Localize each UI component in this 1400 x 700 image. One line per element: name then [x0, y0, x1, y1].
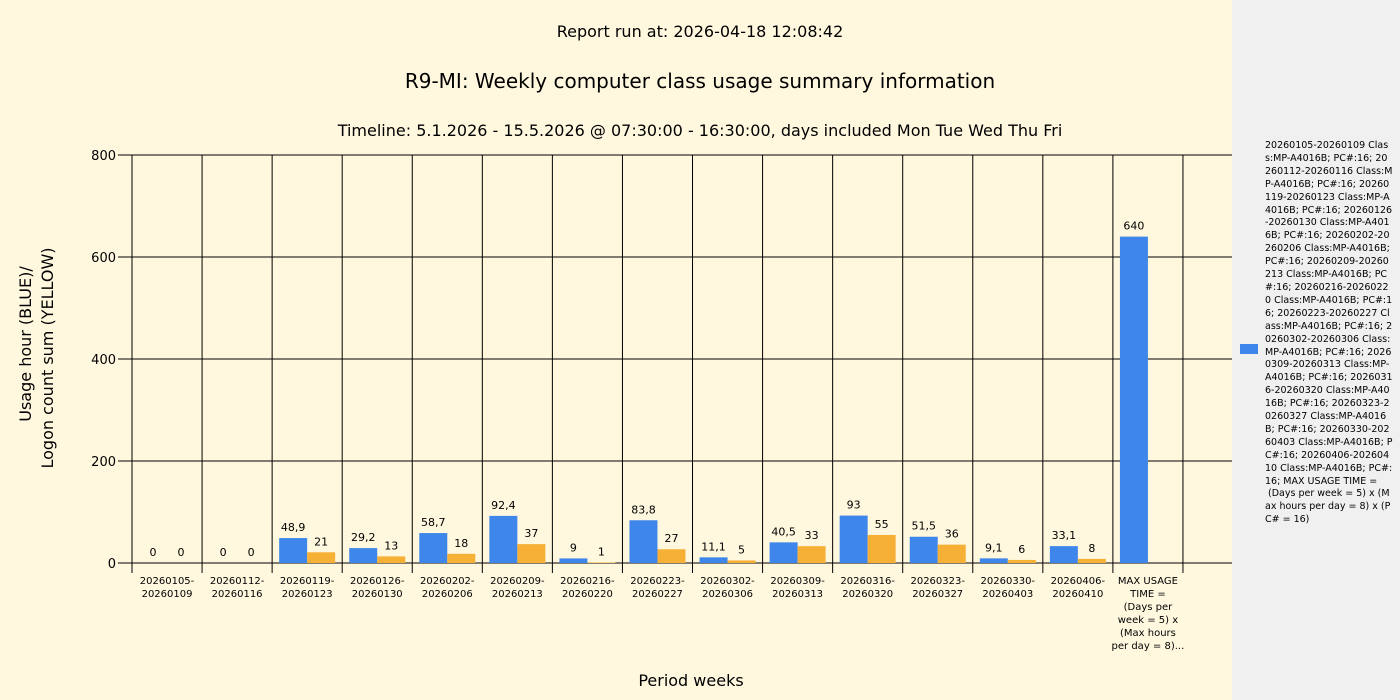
x-tick-label: 20260316-20260320: [840, 576, 895, 600]
report-run-timestamp: Report run at: 2026-04-18 12:08:42: [556, 22, 844, 41]
data-label-usage: 9: [570, 541, 577, 554]
x-tick-label: 20260223-20260227: [630, 576, 685, 600]
x-tick-label: MAX USAGE TIME = (Days per week = 5) x (Max …: [1112, 576, 1185, 652]
chart: 0 200 400 600 800 0 0 20260105-20260109 0 0 202601…: [16, 149, 1232, 690]
y-axis-title-line2: Logon count sum (YELLOW): [38, 247, 57, 468]
bar-logon: [517, 544, 546, 563]
x-tick-label: 20260209-20260213: [490, 576, 545, 600]
x-tick-label: 20260216-20260220: [560, 576, 615, 600]
data-label-logon: 6: [1018, 543, 1025, 556]
x-tick-label: 20260309-20260313: [770, 576, 825, 600]
bar-logon: [1007, 559, 1036, 563]
bar-logon: [1077, 558, 1106, 563]
x-tick-label: 20260112-20260116: [210, 576, 265, 600]
bar-usage: [349, 548, 378, 563]
x-tick-label: 20260202-20260206: [420, 576, 475, 600]
x-tick-label: 20260323-20260327: [910, 576, 965, 600]
data-label-logon: 37: [524, 527, 538, 540]
bar-usage: [629, 520, 658, 563]
data-label-usage: 640: [1123, 220, 1144, 233]
bar-usage: [489, 515, 518, 563]
bar-logon: [657, 549, 686, 563]
bar-logon: [727, 560, 756, 563]
data-label-usage: 0: [150, 546, 157, 559]
x-tick-label: 20260302-20260306: [700, 576, 755, 600]
bar-usage: [1049, 546, 1078, 563]
y-tick-label: 400: [91, 353, 116, 368]
plot-area: [0, 0, 1232, 700]
data-label-usage: 93: [847, 499, 861, 512]
bar-logon: [587, 562, 616, 563]
bar-usage: [909, 536, 938, 563]
data-label-logon: 21: [314, 535, 328, 548]
bar-logon: [867, 534, 896, 563]
data-label-usage: 11,1: [701, 540, 726, 553]
x-axis-title: Period weeks: [638, 671, 743, 690]
y-tick-label: 0: [108, 557, 116, 572]
data-label-usage: 33,1: [1052, 529, 1077, 542]
data-label-usage: 92,4: [491, 499, 516, 512]
x-tick-label: 20260406-20260410: [1051, 576, 1106, 600]
bar-usage: [279, 538, 308, 563]
data-label-usage: 51,5: [911, 520, 936, 533]
chart-subtitle: Timeline: 5.1.2026 - 15.5.2026 @ 07:30:0…: [337, 121, 1063, 140]
data-label-usage: 29,2: [351, 531, 376, 544]
bar-usage: [979, 558, 1008, 563]
data-label-logon: 1: [598, 545, 605, 558]
y-tick-label: 800: [91, 149, 116, 164]
x-tick-label: 20260119-20260123: [280, 576, 335, 600]
data-label-usage: 58,7: [421, 516, 446, 529]
y-axis-title-line1: Usage hour (BLUE)/: [16, 266, 35, 422]
data-label-logon: 55: [875, 518, 889, 531]
data-label-usage: 9,1: [985, 541, 1003, 554]
bar-logon: [797, 546, 826, 563]
y-tick-label: 600: [91, 251, 116, 266]
bar-usage: [839, 515, 868, 563]
bar-usage: [1119, 236, 1148, 563]
bar-usage: [699, 557, 728, 563]
data-label-logon: 0: [248, 546, 255, 559]
chart-title: R9-MI: Weekly computer class usage summa…: [404, 69, 996, 93]
legend-text: 20260105-20260109 Class:MP-A4016B; PC#:1…: [1265, 140, 1393, 526]
data-label-logon: 13: [384, 539, 398, 552]
data-label-usage: 0: [220, 546, 227, 559]
bar-usage: [419, 533, 448, 563]
data-label-logon: 27: [664, 532, 678, 545]
data-label-logon: 8: [1088, 542, 1095, 555]
data-label-logon: 0: [178, 546, 185, 559]
bar-logon: [937, 544, 966, 563]
bar-logon: [307, 552, 336, 563]
bar-logon: [447, 553, 476, 563]
bar-usage: [559, 558, 588, 563]
data-label-usage: 83,8: [631, 503, 656, 516]
data-label-logon: 18: [454, 537, 468, 550]
data-label-logon: 33: [805, 529, 819, 542]
x-tick-label: 20260105-20260109: [140, 576, 195, 600]
data-label-usage: 48,9: [281, 521, 306, 534]
bar-logon: [377, 556, 406, 563]
legend-swatch-usage: [1240, 344, 1258, 354]
x-tick-label: 20260330-20260403: [981, 576, 1036, 600]
data-label-logon: 5: [738, 543, 745, 556]
legend-panel: [1232, 0, 1400, 700]
data-label-logon: 36: [945, 528, 959, 541]
bar-usage: [769, 542, 798, 563]
x-tick-label: 20260126-20260130: [350, 576, 405, 600]
y-tick-label: 200: [91, 455, 116, 470]
data-label-usage: 40,5: [771, 525, 796, 538]
